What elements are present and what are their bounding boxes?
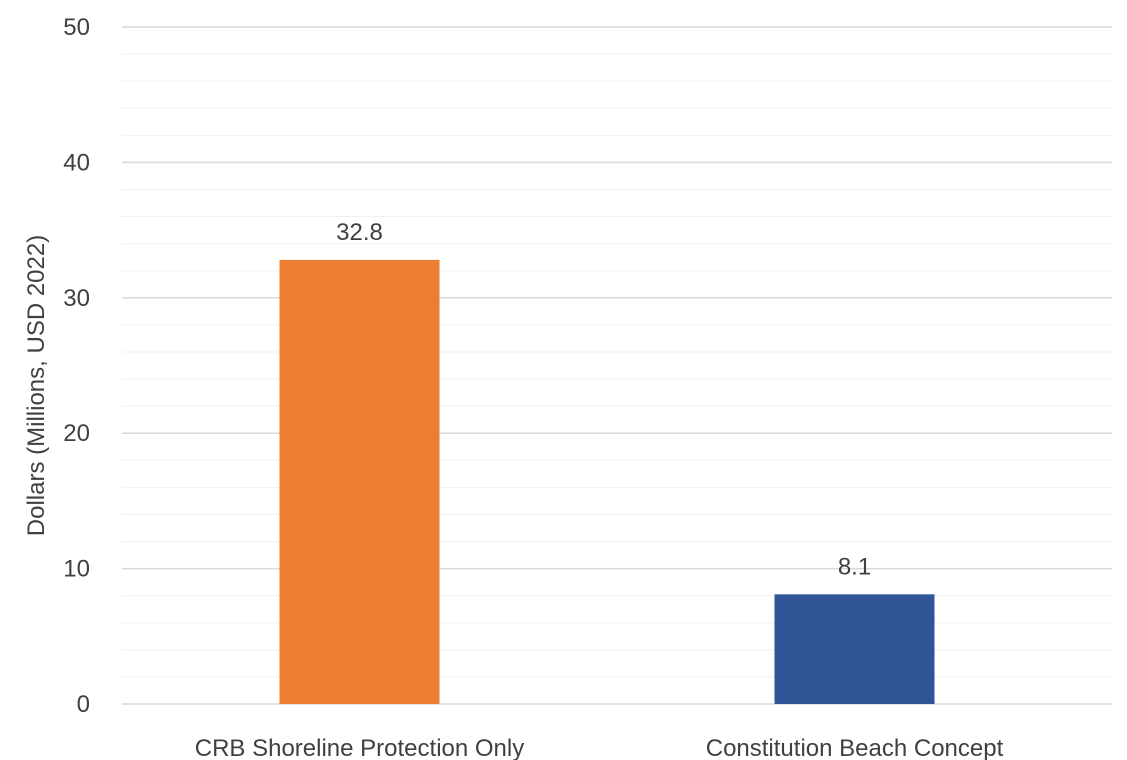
category-label: CRB Shoreline Protection Only bbox=[195, 735, 524, 760]
data-label: 32.8 bbox=[336, 219, 383, 246]
category-labels: CRB Shoreline Protection Only Constitutio… bbox=[195, 735, 1004, 760]
category-label: Constitution Beach Concept bbox=[706, 735, 1004, 760]
minor-gridlines bbox=[122, 53, 1112, 678]
y-tick-label: 50 bbox=[63, 14, 90, 41]
y-tick-label: 0 bbox=[77, 691, 90, 718]
bar bbox=[774, 594, 935, 704]
y-axis-ticks: 0 10 20 30 40 50 bbox=[63, 14, 90, 718]
y-tick-label: 10 bbox=[63, 556, 90, 583]
y-tick-label: 40 bbox=[63, 149, 90, 176]
y-tick-label: 20 bbox=[63, 420, 90, 447]
data-labels: 32.8 8.1 bbox=[336, 219, 871, 580]
bar bbox=[279, 259, 440, 704]
bars bbox=[279, 259, 935, 704]
data-label: 8.1 bbox=[838, 553, 871, 580]
y-axis-label: Dollars (Millions, USD 2022) bbox=[23, 235, 50, 536]
y-tick-label: 30 bbox=[63, 285, 90, 312]
